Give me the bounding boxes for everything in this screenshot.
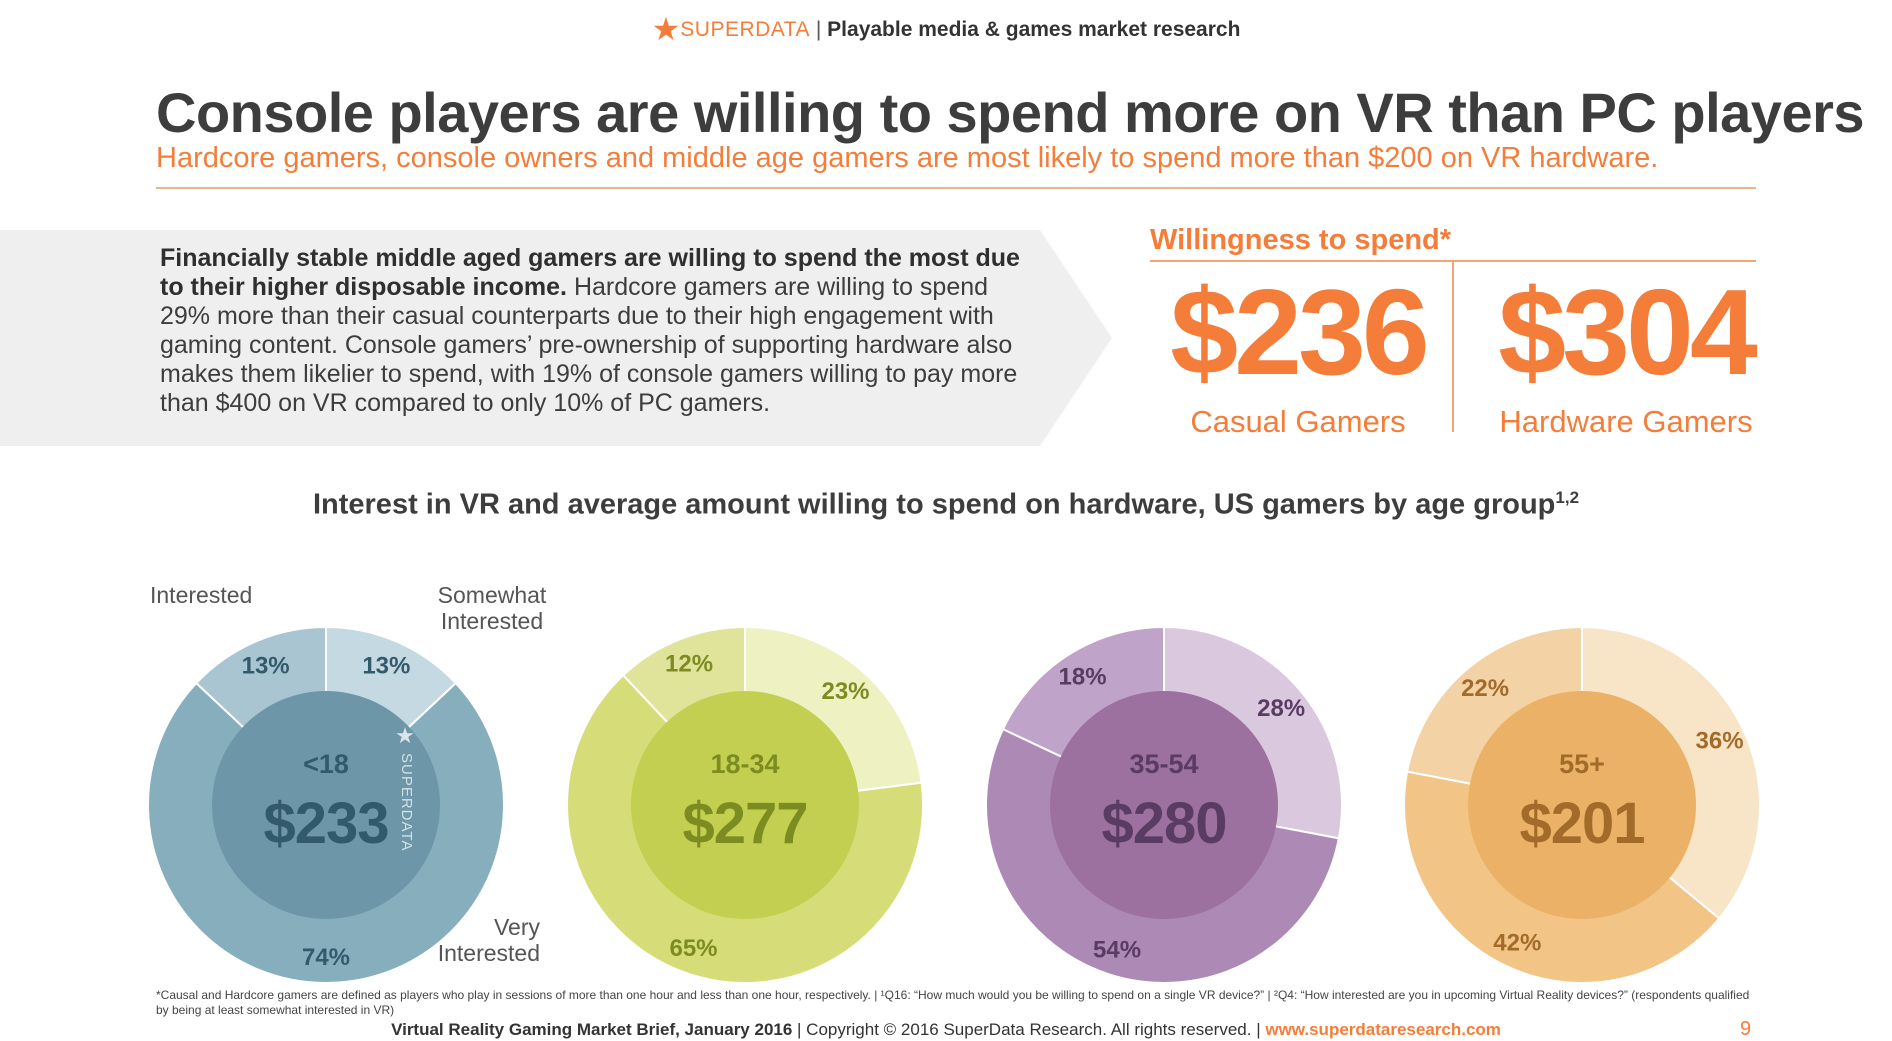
footer-copyright: | Copyright © 2016 SuperData Research. A…	[792, 1020, 1266, 1039]
donut-age-label-a55: 55+	[1559, 749, 1605, 779]
casual-spend-value: $236	[1170, 264, 1429, 400]
legend-somewhat-line1: Somewhat	[437, 582, 547, 608]
donut-center-lt18	[212, 691, 440, 919]
donut-spend-value-a1834: $277	[682, 791, 807, 856]
page-subtitle: Hardcore gamers, console owners and midd…	[156, 142, 1659, 174]
footer: Virtual Reality Gaming Market Brief, Jan…	[0, 1020, 1892, 1040]
donut-center-a3554	[1050, 691, 1278, 919]
willingness-title: Willingness to spend*	[1150, 224, 1452, 256]
hardcore-spend-label: Hardware Gamers	[1499, 404, 1753, 439]
donut-pct-label-a55-interested: 22%	[1461, 675, 1509, 702]
footer-report-title: Virtual Reality Gaming Market Brief, Jan…	[391, 1020, 793, 1039]
watermark-star-icon: ★	[395, 723, 415, 748]
donut-age-label-a1834: 18-34	[710, 749, 779, 779]
donut-center-a55	[1468, 691, 1696, 919]
report-header: ★SUPERDATA | Playable media & games mark…	[0, 10, 1892, 48]
donut-spend-value-a55: $201	[1519, 791, 1644, 856]
willingness-divider	[1452, 262, 1454, 432]
footnote: *Causal and Hardcore gamers are defined …	[156, 988, 1750, 1017]
donut-pct-label-a55-somewhat: 36%	[1696, 727, 1744, 754]
donut-pct-label-a3554-very: 54%	[1093, 937, 1141, 964]
intro-bold-text: Financially stable middle aged gamers ar…	[160, 244, 1020, 301]
watermark-text: SUPERDATA	[398, 753, 415, 851]
donut-center-a1834	[631, 691, 859, 919]
superdata-star-icon: ★	[651, 11, 681, 47]
page-number: 9	[1740, 1018, 1752, 1040]
hardcore-spend-value: $304	[1498, 264, 1757, 400]
donut-spend-value-lt18: $233	[263, 791, 388, 856]
casual-spend-label: Casual Gamers	[1190, 404, 1406, 439]
donut-spend-value-a3554: $280	[1101, 791, 1226, 856]
title-divider	[156, 187, 1756, 189]
chart-title-footnote-ref: 1,2	[1555, 488, 1580, 507]
legend-interested: Interested	[150, 582, 253, 608]
donut-pct-label-a1834-somewhat: 23%	[821, 678, 869, 705]
donut-pct-label-lt18-very: 74%	[302, 944, 350, 971]
willingness-rule	[1150, 260, 1756, 262]
donut-age-label-lt18: <18	[303, 749, 349, 779]
intro-paragraph: Financially stable middle aged gamers ar…	[160, 244, 1030, 418]
legend-somewhat-line2: Interested	[440, 608, 544, 634]
donut-pct-label-a55-very: 42%	[1493, 930, 1541, 957]
legend-very-line1: Very	[493, 914, 540, 940]
donut-pct-label-lt18-interested: 13%	[242, 653, 290, 680]
header-tagline: Playable media & games market research	[827, 18, 1241, 41]
donut-pct-label-a3554-somewhat: 28%	[1257, 695, 1305, 722]
brand-logo-text: SUPERDATA	[680, 18, 811, 41]
intro-body-text: Hardcore gamers are willing to spend 29%…	[160, 273, 1018, 417]
chart-title-text: Interest in VR and average amount willin…	[312, 488, 1556, 521]
header-separator: |	[815, 18, 822, 41]
footer-url-link[interactable]: www.superdataresearch.com	[1265, 1020, 1501, 1039]
legend-very-line2: Interested	[437, 940, 540, 966]
legend-very-interested: Very Interested	[400, 914, 540, 966]
donut-pct-label-a1834-very: 65%	[669, 935, 717, 962]
donut-pct-label-a3554-interested: 18%	[1059, 664, 1107, 691]
intro-arrow-box	[0, 230, 1112, 446]
donut-age-label-a3554: 35-54	[1129, 749, 1198, 779]
donut-pct-label-lt18-somewhat: 13%	[362, 653, 410, 680]
legend-somewhat-interested: Somewhat Interested	[432, 582, 552, 634]
donut-pct-label-a1834-interested: 12%	[665, 651, 713, 678]
page-title: Console players are willing to spend mor…	[156, 81, 1865, 144]
chart-title: Interest in VR and average amount willin…	[0, 488, 1892, 522]
